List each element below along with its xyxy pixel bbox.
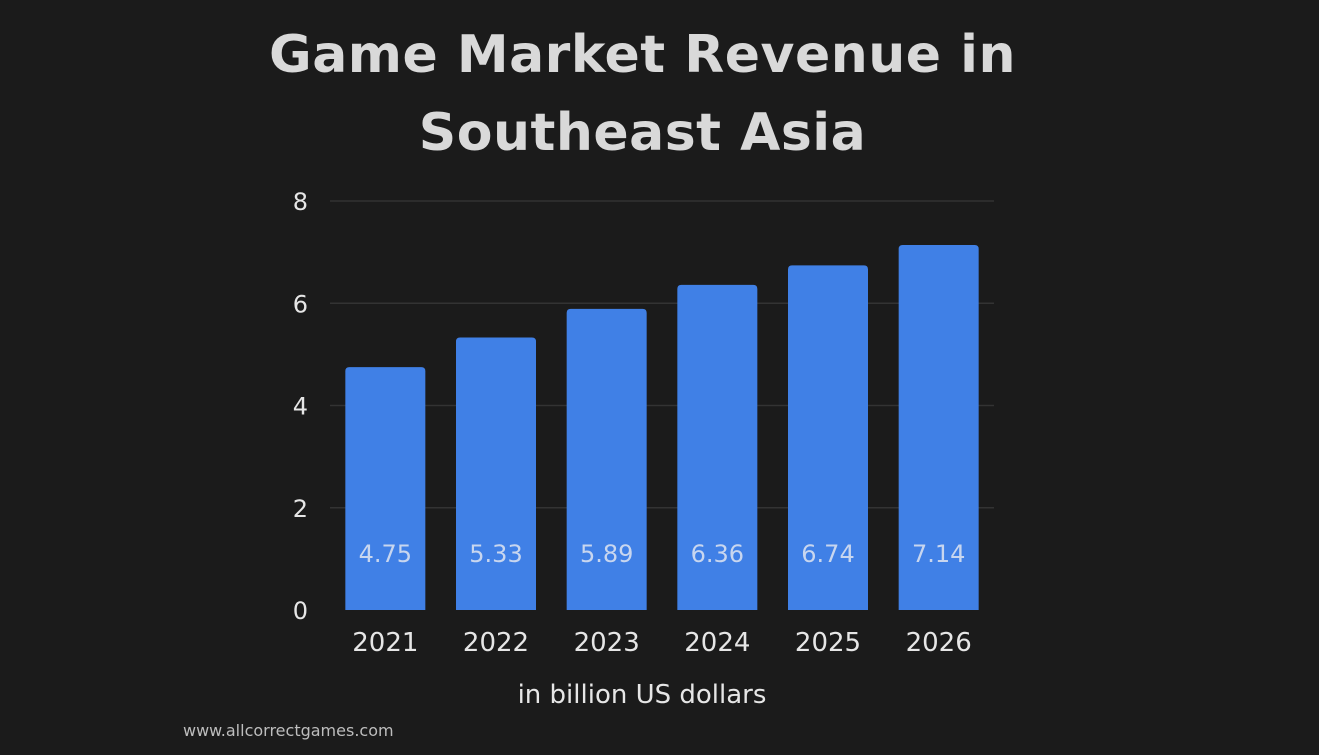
- chart-title: Game Market Revenue in Southeast Asia: [0, 16, 1285, 172]
- data-label: 5.33: [469, 540, 522, 568]
- x-tick-label: 2024: [684, 628, 750, 658]
- y-tick-label: 2: [293, 495, 308, 523]
- data-label: 7.14: [912, 540, 965, 568]
- y-tick-label: 4: [293, 393, 308, 421]
- x-axis-label: in billion US dollars: [517, 680, 767, 710]
- bar: [345, 367, 426, 610]
- x-tick-label: 2022: [463, 628, 529, 658]
- bar: [788, 265, 868, 610]
- y-tick-label: 0: [293, 597, 308, 625]
- data-label: 6.74: [801, 540, 854, 568]
- y-tick-label: 8: [293, 188, 308, 216]
- x-tick-label: 2025: [795, 628, 861, 658]
- chart-title-line-2: Southeast Asia: [418, 103, 867, 163]
- source-url[interactable]: www.allcorrectgames.com: [183, 721, 394, 740]
- chart-title-line-1: Game Market Revenue in: [269, 25, 1016, 85]
- x-tick-label: 2021: [352, 628, 418, 658]
- x-tick-label: 2026: [906, 628, 972, 658]
- x-tick-label: 2023: [574, 628, 640, 658]
- bar: [677, 284, 758, 610]
- y-tick-label: 6: [293, 290, 308, 318]
- bar: [566, 308, 647, 610]
- data-label: 6.36: [691, 540, 744, 568]
- data-label: 4.75: [359, 540, 412, 568]
- bar: [898, 244, 979, 610]
- data-label: 5.89: [580, 540, 633, 568]
- bar: [456, 337, 536, 610]
